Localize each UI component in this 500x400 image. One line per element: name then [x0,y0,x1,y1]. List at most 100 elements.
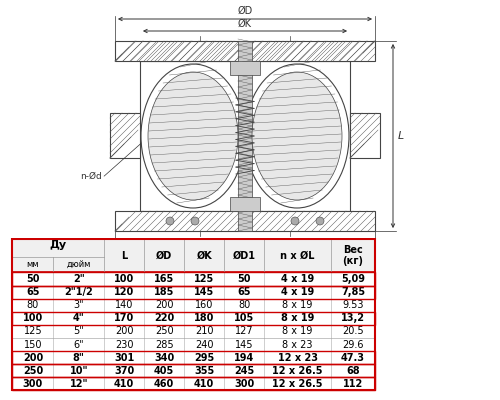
Text: мм: мм [26,260,39,269]
Text: 4 x 19: 4 x 19 [281,274,314,284]
Bar [115,41,375,61]
Text: 210: 210 [195,326,214,336]
Text: 145: 145 [235,340,254,350]
Text: 355: 355 [194,366,214,376]
Text: 20.5: 20.5 [342,326,364,336]
Text: 12": 12" [70,379,88,389]
Text: 170: 170 [114,313,134,323]
Text: 240: 240 [195,340,214,350]
Bar [230,197,260,211]
Bar [12,272,376,286]
Text: n-Ød: n-Ød [80,172,102,180]
Text: 65: 65 [26,287,40,297]
Bar [230,61,260,75]
Bar [12,239,376,390]
Text: 12 x 26.5: 12 x 26.5 [272,379,323,389]
Text: 6": 6" [74,340,84,350]
Text: 10": 10" [70,366,88,376]
Bar [12,377,376,390]
Text: 2"1/2: 2"1/2 [64,287,93,297]
Text: 301: 301 [114,353,134,363]
Text: 370: 370 [114,366,134,376]
Text: ØD: ØD [238,6,252,16]
Text: 29.6: 29.6 [342,340,364,350]
Text: 12 x 26.5: 12 x 26.5 [272,366,323,376]
Bar [12,272,376,286]
Circle shape [291,217,299,225]
Text: Ду: Ду [50,240,67,250]
Text: 8 x 19: 8 x 19 [282,300,313,310]
Text: 12 x 23: 12 x 23 [278,353,318,363]
Bar [12,286,376,299]
Text: 140: 140 [115,300,134,310]
Text: 245: 245 [234,366,254,376]
Text: 5,09: 5,09 [341,274,365,284]
Text: 340: 340 [154,353,174,363]
Text: 300: 300 [23,379,43,389]
Text: 300: 300 [234,379,254,389]
Text: 200: 200 [23,353,43,363]
Text: 68: 68 [346,366,360,376]
Text: 50: 50 [238,274,251,284]
Ellipse shape [245,64,349,208]
Ellipse shape [252,72,342,200]
Text: 9.53: 9.53 [342,300,364,310]
Text: 125: 125 [194,274,214,284]
Bar [12,351,376,364]
Circle shape [166,217,174,225]
Text: дюйм: дюйм [66,260,91,269]
Circle shape [191,217,199,225]
Text: 8 x 19: 8 x 19 [281,313,314,323]
Text: 47.3: 47.3 [341,353,365,363]
Text: 200: 200 [115,326,134,336]
Text: 80: 80 [238,300,250,310]
Bar [12,312,376,325]
Text: 100: 100 [23,313,43,323]
Text: 295: 295 [194,353,214,363]
Text: 410: 410 [194,379,214,389]
Circle shape [316,217,324,225]
Text: 125: 125 [24,326,42,336]
Text: ØK: ØK [196,250,212,261]
Text: 120: 120 [114,287,134,297]
Text: 3": 3" [74,300,84,310]
Text: 180: 180 [194,313,214,323]
Text: 65: 65 [238,287,251,297]
Text: 2": 2" [73,274,85,284]
Text: 4 x 19: 4 x 19 [281,287,314,297]
Text: ØD: ØD [156,250,172,261]
Text: 4": 4" [73,313,85,323]
Text: Вес
(кг): Вес (кг) [342,245,363,266]
Text: 112: 112 [343,379,363,389]
Text: 127: 127 [235,326,254,336]
Bar [12,312,376,325]
Text: 13,2: 13,2 [341,313,365,323]
Text: 150: 150 [24,340,42,350]
Text: 145: 145 [194,287,214,297]
Text: 405: 405 [154,366,174,376]
Text: ØD1: ØD1 [233,250,256,261]
Text: 8 x 19: 8 x 19 [282,326,313,336]
Text: 8": 8" [73,353,85,363]
Text: 50: 50 [26,274,40,284]
Bar [110,113,140,158]
Text: L: L [121,250,127,261]
Bar [12,325,376,338]
Bar [238,41,252,231]
Text: 230: 230 [115,340,134,350]
Text: 105: 105 [234,313,254,323]
Ellipse shape [141,64,245,208]
Text: 250: 250 [23,366,43,376]
Text: 194: 194 [234,353,254,363]
Text: 285: 285 [155,340,174,350]
Text: 165: 165 [154,274,174,284]
Bar [350,113,380,158]
Text: 185: 185 [154,287,174,297]
Bar [12,351,376,364]
Text: n x ØL: n x ØL [280,250,315,261]
Bar [12,286,376,299]
Text: 8 x 23: 8 x 23 [282,340,313,350]
Text: 100: 100 [114,274,134,284]
Bar [12,338,376,351]
Text: 7,85: 7,85 [341,287,365,297]
